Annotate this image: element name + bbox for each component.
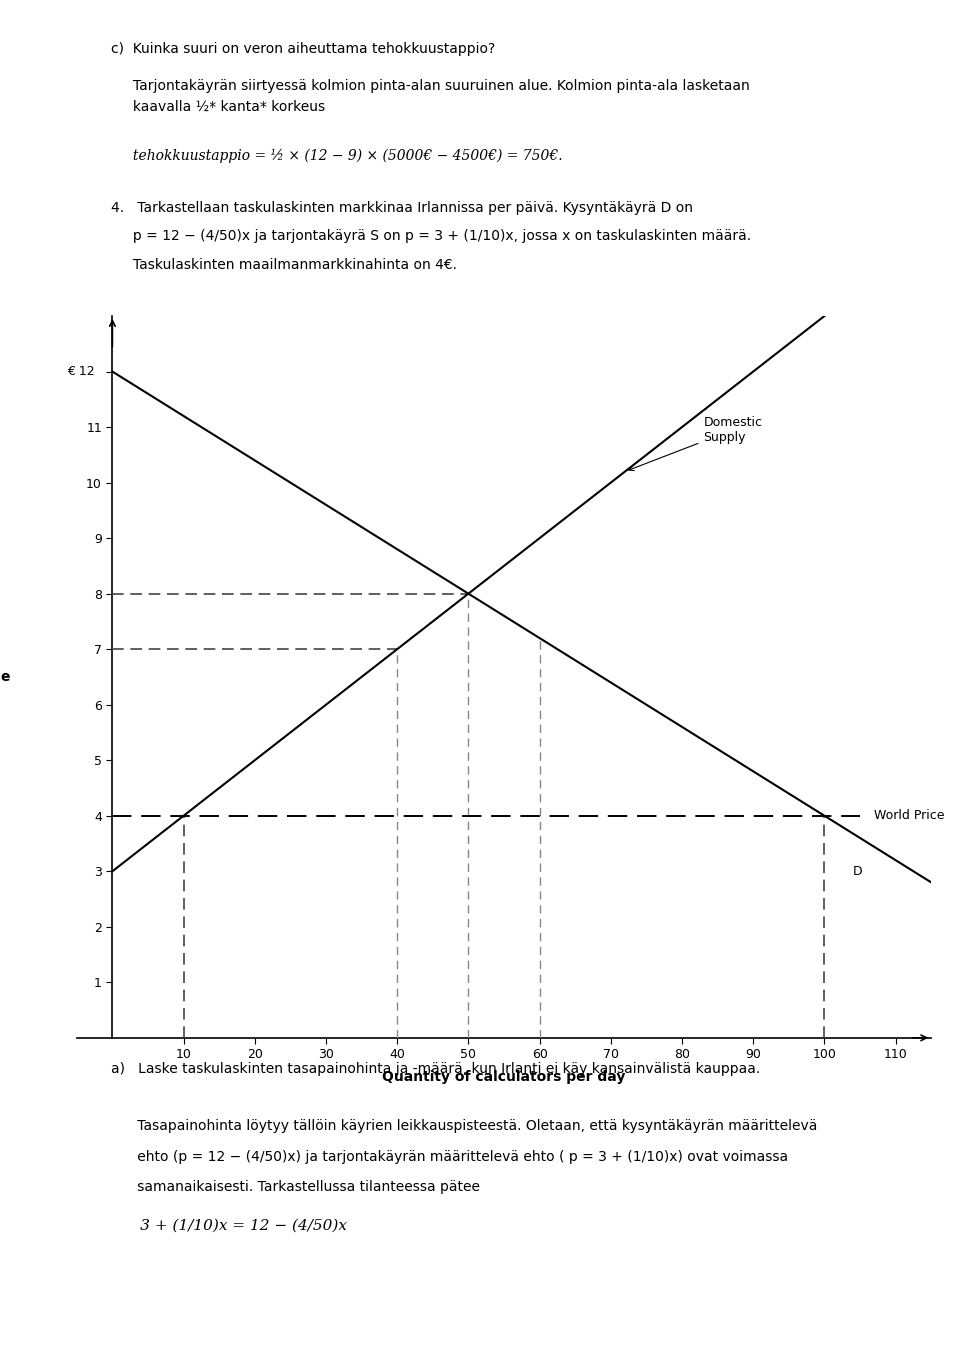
Text: tehokkuustappio = ½ × (12 − 9) × (5000€ − 4500€) = 750€.: tehokkuustappio = ½ × (12 − 9) × (5000€ … [111, 149, 563, 163]
Text: Tarjontakäyrän siirtyessä kolmion pinta-alan suuruinen alue. Kolmion pinta-ala l: Tarjontakäyrän siirtyessä kolmion pinta-… [111, 79, 750, 93]
Text: World Price: World Price [875, 809, 945, 822]
Text: Price: Price [0, 670, 12, 684]
Text: kaavalla ½* kanta* korkeus: kaavalla ½* kanta* korkeus [111, 100, 325, 113]
Text: Taskulaskinten maailmanmarkkinahinta on 4€.: Taskulaskinten maailmanmarkkinahinta on … [111, 258, 457, 272]
Text: ehto (p = 12 − (4/50)x) ja tarjontakäyrän määrittelevä ehto ( p = 3 + (1/10)x) o: ehto (p = 12 − (4/50)x) ja tarjontakäyrä… [111, 1150, 788, 1163]
Text: p = 12 − (4/50)x ja tarjontakäyrä S on p = 3 + (1/10)x, jossa x on taskulaskinte: p = 12 − (4/50)x ja tarjontakäyrä S on p… [111, 230, 751, 243]
Text: Domestic
Supply: Domestic Supply [629, 416, 762, 470]
Text: 4.   Tarkastellaan taskulaskinten markkinaa Irlannissa per päivä. Kysyntäkäyrä D: 4. Tarkastellaan taskulaskinten markkina… [111, 201, 693, 215]
Text: samanaikaisesti. Tarkastellussa tilanteessa pätee: samanaikaisesti. Tarkastellussa tilantee… [111, 1180, 480, 1193]
Text: a)   Laske taskulaskinten tasapainohinta ja -määrä, kun Irlanti ei käy kansainvä: a) Laske taskulaskinten tasapainohinta j… [111, 1062, 760, 1076]
Text: c)  Kuinka suuri on veron aiheuttama tehokkuustappio?: c) Kuinka suuri on veron aiheuttama teho… [111, 42, 495, 56]
Text: Tasapainohinta löytyy tällöin käyrien leikkauspisteestä. Oletaan, että kysyntäkä: Tasapainohinta löytyy tällöin käyrien le… [111, 1120, 817, 1133]
Text: D: D [852, 865, 862, 878]
Text: € 12: € 12 [67, 365, 95, 379]
Text: 3 + (1/10)x = 12 − (4/50)x: 3 + (1/10)x = 12 − (4/50)x [111, 1219, 347, 1233]
X-axis label: Quantity of calculators per day: Quantity of calculators per day [382, 1069, 626, 1084]
